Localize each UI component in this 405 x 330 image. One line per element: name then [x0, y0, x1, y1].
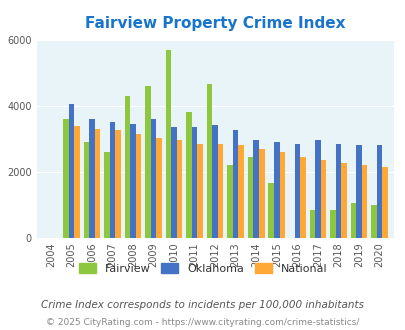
Bar [165, 50, 171, 238]
Bar [217, 144, 223, 238]
Bar [89, 119, 94, 238]
Bar [253, 140, 258, 238]
Bar [150, 119, 156, 238]
Bar [115, 130, 121, 238]
Bar [156, 138, 162, 238]
Bar [335, 144, 340, 238]
Bar [177, 140, 182, 238]
Bar [314, 140, 320, 238]
Bar [145, 86, 150, 238]
Bar [370, 205, 376, 238]
Bar [186, 112, 192, 238]
Bar [109, 122, 115, 238]
Bar [268, 183, 273, 238]
Bar [94, 129, 100, 238]
Bar [294, 144, 299, 238]
Bar [124, 96, 130, 238]
Bar [197, 144, 202, 238]
Bar [279, 152, 284, 238]
Text: Crime Index corresponds to incidents per 100,000 inhabitants: Crime Index corresponds to incidents per… [41, 300, 364, 310]
Bar [63, 119, 68, 238]
Bar [376, 145, 381, 238]
Text: © 2025 CityRating.com - https://www.cityrating.com/crime-statistics/: © 2025 CityRating.com - https://www.city… [46, 318, 359, 327]
Bar [136, 134, 141, 238]
Bar [258, 148, 264, 238]
Bar [329, 210, 335, 238]
Legend: Fairview, Oklahoma, National: Fairview, Oklahoma, National [74, 259, 331, 278]
Bar [83, 142, 89, 238]
Title: Fairview Property Crime Index: Fairview Property Crime Index [85, 16, 345, 31]
Bar [130, 124, 136, 238]
Bar [238, 145, 243, 238]
Bar [104, 152, 109, 238]
Bar [207, 84, 212, 238]
Bar [171, 127, 177, 238]
Bar [74, 126, 79, 238]
Bar [355, 145, 361, 238]
Bar [340, 163, 346, 238]
Bar [68, 104, 74, 238]
Bar [247, 157, 253, 238]
Bar [192, 127, 197, 238]
Bar [232, 130, 238, 238]
Bar [381, 167, 387, 238]
Bar [227, 165, 232, 238]
Bar [350, 203, 355, 238]
Bar [361, 165, 367, 238]
Bar [273, 142, 279, 238]
Bar [299, 157, 305, 238]
Bar [212, 125, 217, 238]
Bar [320, 160, 325, 238]
Bar [309, 210, 314, 238]
